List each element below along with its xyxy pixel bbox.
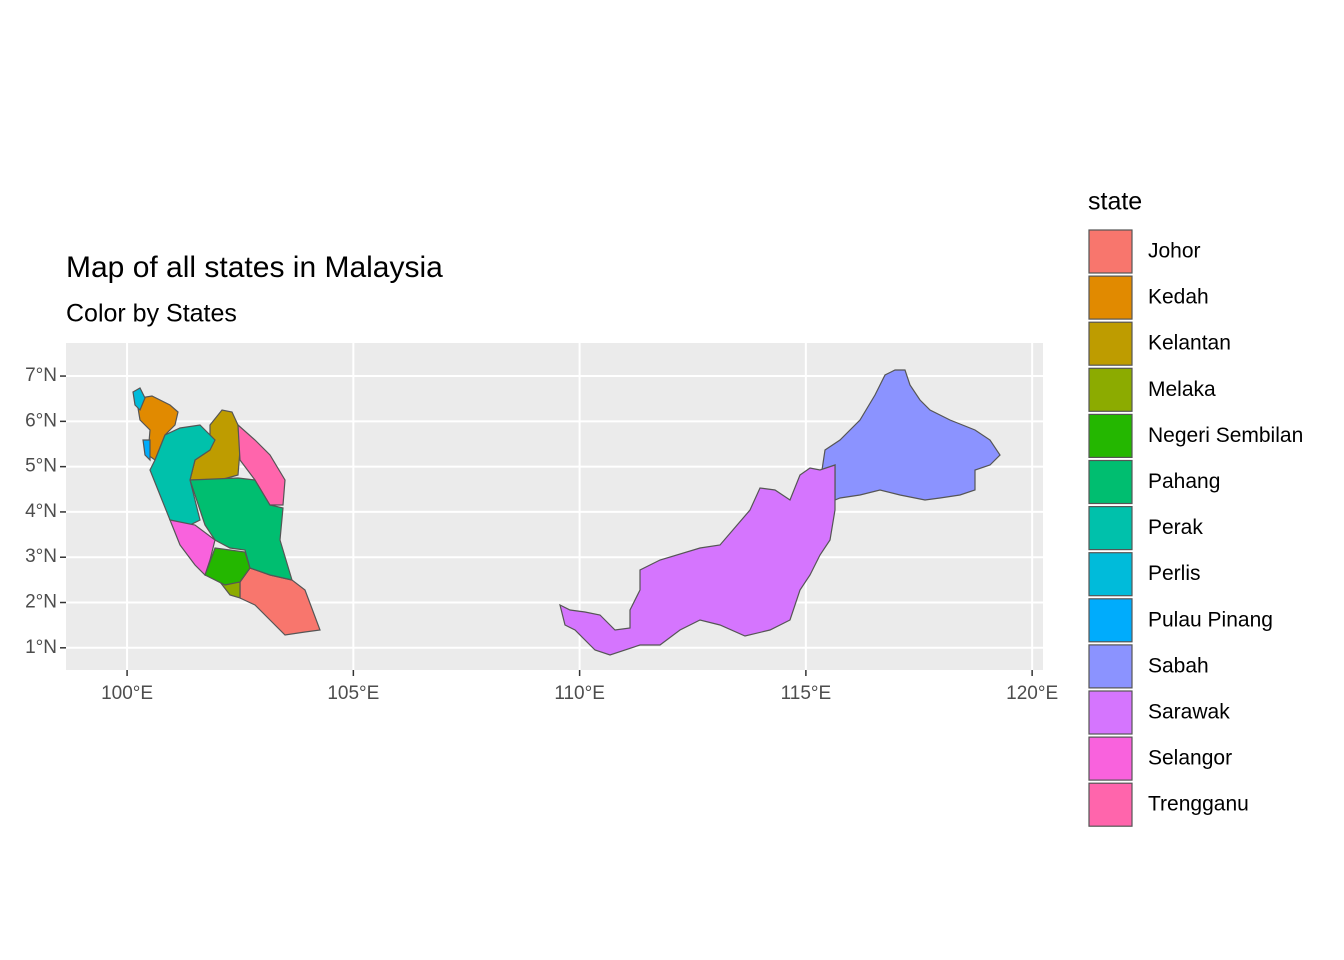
state-region <box>559 464 836 656</box>
legend-label: Sabah <box>1148 654 1209 677</box>
legend-key <box>1088 690 1133 735</box>
legend-key <box>1088 736 1133 781</box>
legend-label: Kelantan <box>1148 332 1231 355</box>
legend-key <box>1088 782 1133 827</box>
state-region <box>132 387 146 412</box>
legend-key <box>1088 275 1133 320</box>
regions <box>132 369 1001 656</box>
legend-label: Selangor <box>1148 747 1232 770</box>
y-tick-label: 2°N <box>25 592 57 613</box>
legend-label: Johor <box>1148 240 1201 263</box>
legend: Johor Kedah Kelantan Melaka Negeri Sembilan P… <box>1088 229 1303 827</box>
legend-key <box>1088 506 1133 551</box>
legend-label: Sarawak <box>1148 701 1230 724</box>
axes: 100°E 105°E 110°E 115°E 120°E 1°N 2°N 3°N 4°N 5°N… <box>25 365 1058 704</box>
chart-subtitle: Color by States <box>66 300 237 328</box>
chart-title: Map of all states in Malaysia <box>66 251 443 284</box>
legend-key <box>1088 644 1133 689</box>
legend-label: Melaka <box>1148 378 1216 401</box>
legend-key <box>1088 321 1133 366</box>
legend-key <box>1088 598 1133 643</box>
x-tick-label: 105°E <box>327 683 379 704</box>
y-tick-label: 6°N <box>25 410 57 431</box>
legend-key <box>1088 552 1133 597</box>
legend-label: Negeri Sembilan <box>1148 424 1303 447</box>
legend-label: Kedah <box>1148 286 1209 309</box>
x-tick-label: 110°E <box>554 683 605 704</box>
legend-label: Pahang <box>1148 470 1220 493</box>
state-region <box>237 423 286 506</box>
legend-label: Trengganu <box>1148 793 1249 816</box>
legend-key <box>1088 229 1133 274</box>
x-tick-label: 115°E <box>781 683 832 704</box>
state-region <box>142 439 151 462</box>
state-region <box>169 519 216 577</box>
legend-label: Perak <box>1148 516 1203 539</box>
state-region <box>821 369 1001 501</box>
y-tick-label: 7°N <box>25 365 57 386</box>
legend-label: Perlis <box>1148 562 1201 585</box>
state-region <box>149 424 216 526</box>
legend-key <box>1088 367 1133 412</box>
x-tick-label: 100°E <box>101 683 153 704</box>
legend-title: state <box>1088 188 1142 216</box>
y-tick-label: 4°N <box>25 501 57 522</box>
legend-key <box>1088 413 1133 458</box>
y-tick-label: 3°N <box>25 546 57 567</box>
x-tick-label: 120°E <box>1006 683 1058 704</box>
legend-label: Pulau Pinang <box>1148 608 1273 631</box>
legend-key <box>1088 459 1133 505</box>
y-tick-label: 1°N <box>25 637 57 658</box>
y-tick-label: 5°N <box>25 456 57 477</box>
